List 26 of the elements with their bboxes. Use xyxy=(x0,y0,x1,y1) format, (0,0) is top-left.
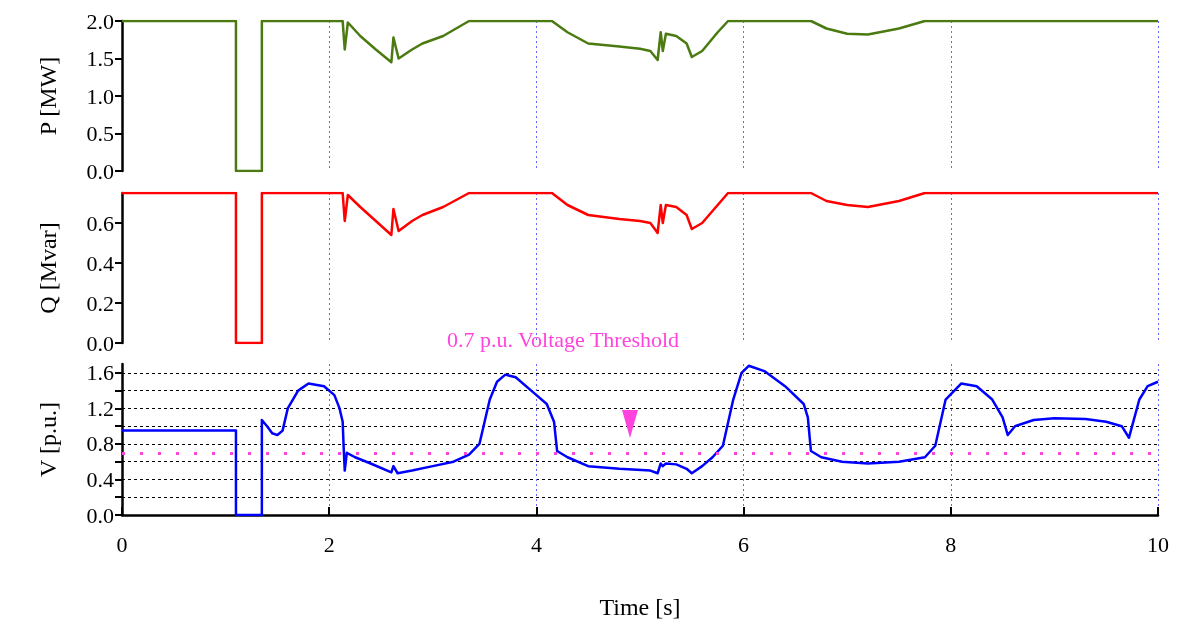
x-axis-title: Time [s] xyxy=(599,594,681,620)
x-tick-label: 4 xyxy=(530,531,542,557)
y-axis-title: V [p.u.] xyxy=(35,402,61,477)
y-tick-label: 0.4 xyxy=(86,250,114,276)
y-tick-label: 1.2 xyxy=(86,395,114,421)
y-tick-label: 1.5 xyxy=(86,46,114,71)
y-tick-label: 0.0 xyxy=(86,502,114,528)
y-tick-label: 0.0 xyxy=(86,330,114,356)
y-tick-label: 0.2 xyxy=(86,290,114,316)
y-tick-label: 1.0 xyxy=(86,83,114,109)
y-axis-title: Q [Mvar] xyxy=(35,222,61,314)
x-tick-label: 2 xyxy=(323,531,335,557)
y-tick-label: 0.0 xyxy=(86,158,114,184)
annotation: 0.7 p.u. Voltage Threshold xyxy=(446,326,680,352)
y-axis-title: P [MW] xyxy=(35,56,61,136)
x-tick-label: 0 xyxy=(116,531,128,557)
y-tick-label: 1.6 xyxy=(86,360,114,386)
line-series xyxy=(120,19,1160,173)
y-tick-label: 0.6 xyxy=(86,210,114,236)
y-tick-label: 2.0 xyxy=(86,8,114,34)
y-tick-label: 0.5 xyxy=(86,121,114,146)
x-tick-label: 10 xyxy=(1147,531,1169,557)
x-tick-label: 8 xyxy=(945,531,957,557)
y-tick-label: 0.4 xyxy=(86,466,114,492)
x-tick-label: 6 xyxy=(738,531,750,557)
y-tick-label: 0.8 xyxy=(86,431,114,457)
